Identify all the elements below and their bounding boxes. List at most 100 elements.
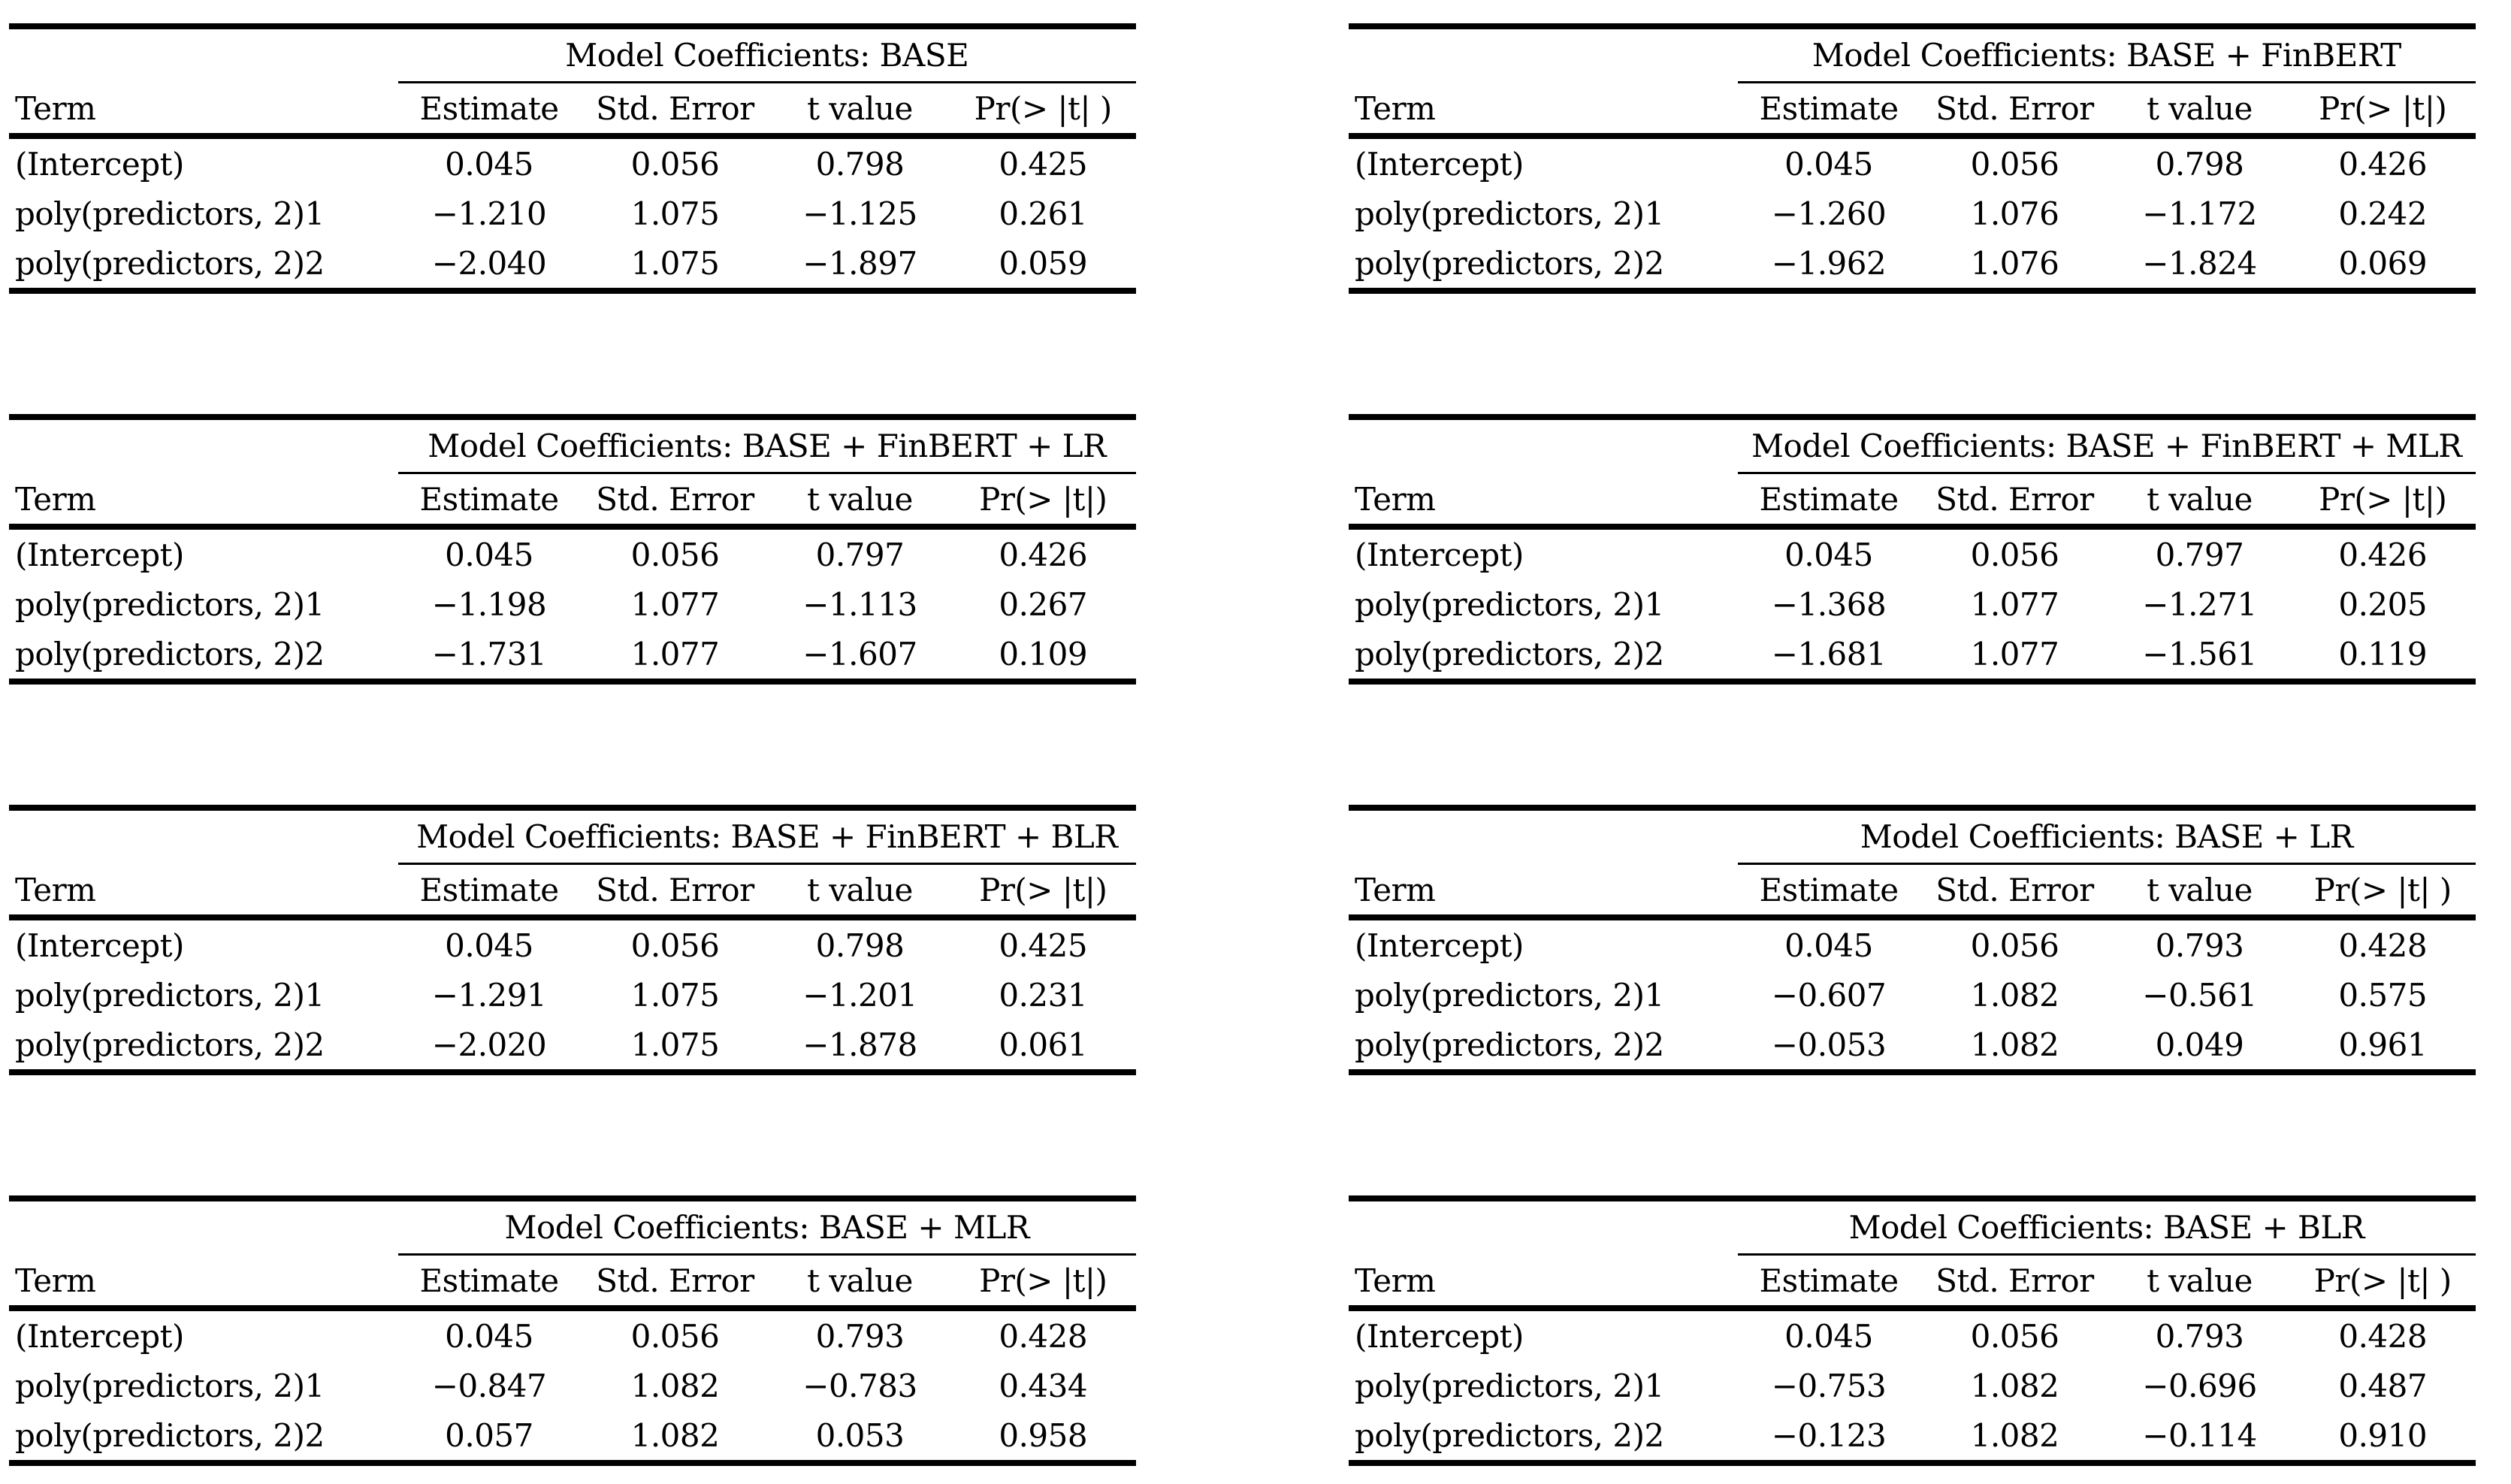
table-title-row: Model Coefficients: BASE + FinBERT + BLR: [398, 811, 1137, 863]
term-cell: poly(predictors, 2)1: [15, 195, 325, 232]
std-error-cell: 1.082: [630, 1416, 720, 1454]
column-group-rule: [1737, 81, 2476, 83]
term-cell: (Intercept): [15, 1317, 184, 1355]
term-cell: poly(predictors, 2)2: [15, 1416, 325, 1454]
col-header-std-error: Std. Error: [1935, 1262, 2094, 1299]
col-header-estimate: Estimate: [419, 480, 559, 518]
table-title-row: Model Coefficients: BASE + BLR: [1738, 1201, 2476, 1253]
term-cell: poly(predictors, 2)2: [1355, 635, 1664, 672]
col-header-t-value: t value: [2147, 871, 2253, 908]
table-bottom-rule: [9, 288, 1136, 294]
term-cell: poly(predictors, 2)1: [1355, 1367, 1664, 1404]
std-error-cell: 1.082: [1970, 1026, 2059, 1063]
table-row: poly(predictors, 2)1 −0.847 1.082 −0.783…: [9, 1361, 1136, 1410]
table-row: poly(predictors, 2)1 −0.607 1.082 −0.561…: [1349, 970, 2476, 1020]
pr-cell: 0.428: [2338, 1317, 2428, 1355]
estimate-cell: −1.198: [431, 585, 547, 623]
estimate-cell: −1.681: [1771, 635, 1887, 672]
pr-cell: 0.575: [2338, 976, 2428, 1014]
table-bottom-rule: [9, 679, 1136, 685]
t-value-cell: 0.798: [815, 926, 905, 964]
table-title-row: Model Coefficients: BASE + FinBERT + MLR: [1738, 420, 2476, 472]
table-mid-rule: [9, 133, 1136, 139]
coefficients-table: Model Coefficients: BASE + FinBERT + LR …: [9, 414, 1136, 685]
estimate-cell: 0.045: [1784, 926, 1873, 964]
pr-cell: 0.426: [2338, 145, 2428, 183]
table-title: Model Coefficients: BASE + FinBERT + LR: [428, 428, 1107, 464]
t-value-cell: −1.561: [2142, 635, 2257, 672]
pr-cell: 0.428: [999, 1317, 1088, 1355]
coefficients-table: Model Coefficients: BASE + FinBERT Term …: [1349, 23, 2476, 294]
pr-cell: 0.958: [999, 1416, 1088, 1454]
coefficients-table: Model Coefficients: BASE + BLR Term Esti…: [1349, 1195, 2476, 1466]
t-value-cell: −0.783: [802, 1367, 917, 1404]
coefficients-table: Model Coefficients: BASE + LR Term Estim…: [1349, 805, 2476, 1075]
estimate-cell: −1.731: [431, 635, 547, 672]
t-value-cell: −1.172: [2142, 195, 2257, 232]
table-header-row: Term Estimate Std. Error t value Pr(> |t…: [1349, 865, 2476, 914]
estimate-cell: −1.210: [431, 195, 547, 232]
col-header-term: Term: [15, 871, 96, 908]
col-header-pr: Pr(> |t|): [979, 1262, 1107, 1299]
table-bottom-rule: [1349, 1069, 2476, 1075]
term-cell: poly(predictors, 2)2: [1355, 1026, 1664, 1063]
std-error-cell: 1.077: [1970, 635, 2059, 672]
table-row: poly(predictors, 2)1 −0.753 1.082 −0.696…: [1349, 1361, 2476, 1410]
pr-cell: 0.487: [2338, 1367, 2428, 1404]
table-row: poly(predictors, 2)2 −1.731 1.077 −1.607…: [9, 629, 1136, 679]
term-cell: poly(predictors, 2)1: [1355, 976, 1664, 1014]
table-title-row: Model Coefficients: BASE + FinBERT: [1738, 29, 2476, 81]
table-header-row: Term Estimate Std. Error t value Pr(> |t…: [9, 1256, 1136, 1305]
table-row: (Intercept) 0.045 0.056 0.798 0.425: [9, 920, 1136, 970]
table-header-row: Term Estimate Std. Error t value Pr(> |t…: [9, 474, 1136, 524]
coefficients-table: Model Coefficients: BASE + FinBERT + MLR…: [1349, 414, 2476, 685]
table-title: Model Coefficients: BASE + FinBERT: [1811, 37, 2401, 74]
col-header-estimate: Estimate: [1759, 480, 1899, 518]
table-mid-rule: [1349, 1305, 2476, 1311]
column-group-rule: [397, 81, 1136, 83]
table-mid-rule: [9, 914, 1136, 920]
estimate-cell: −0.123: [1771, 1416, 1887, 1454]
col-header-std-error: Std. Error: [596, 480, 754, 518]
std-error-cell: 1.082: [1970, 1416, 2059, 1454]
column-group-rule: [397, 1253, 1136, 1256]
t-value-cell: 0.798: [815, 145, 905, 183]
pr-cell: 0.961: [2338, 1026, 2428, 1063]
estimate-cell: −1.260: [1771, 195, 1887, 232]
col-header-term: Term: [15, 89, 96, 127]
table-row: (Intercept) 0.045 0.056 0.793 0.428: [1349, 920, 2476, 970]
table-row: poly(predictors, 2)2 −2.020 1.075 −1.878…: [9, 1020, 1136, 1069]
table-row: (Intercept) 0.045 0.056 0.798 0.426: [1349, 139, 2476, 189]
col-header-std-error: Std. Error: [596, 89, 754, 127]
coefficients-table: Model Coefficients: BASE + MLR Term Esti…: [9, 1195, 1136, 1466]
col-header-estimate: Estimate: [419, 1262, 559, 1299]
std-error-cell: 0.056: [630, 926, 720, 964]
pr-cell: 0.434: [999, 1367, 1088, 1404]
table-title: Model Coefficients: BASE + BLR: [1848, 1209, 2365, 1246]
t-value-cell: 0.049: [2155, 1026, 2244, 1063]
t-value-cell: 0.793: [2155, 1317, 2244, 1355]
col-header-t-value: t value: [807, 871, 913, 908]
table-row: poly(predictors, 2)1 −1.260 1.076 −1.172…: [1349, 189, 2476, 238]
std-error-cell: 1.076: [1970, 195, 2059, 232]
col-header-pr: Pr(> |t|): [979, 480, 1107, 518]
pr-cell: 0.231: [999, 976, 1088, 1014]
estimate-cell: 0.045: [445, 145, 533, 183]
estimate-cell: −0.053: [1771, 1026, 1887, 1063]
std-error-cell: 1.077: [630, 585, 720, 623]
pr-cell: 0.119: [2338, 635, 2428, 672]
pr-cell: 0.069: [2338, 244, 2428, 282]
std-error-cell: 1.077: [1970, 585, 2059, 623]
col-header-std-error: Std. Error: [596, 871, 754, 908]
table-bottom-rule: [9, 1460, 1136, 1466]
col-header-t-value: t value: [2147, 480, 2253, 518]
term-cell: poly(predictors, 2)2: [1355, 1416, 1664, 1454]
col-header-estimate: Estimate: [1759, 89, 1899, 127]
std-error-cell: 0.056: [1970, 926, 2059, 964]
table-row: poly(predictors, 2)2 −0.053 1.082 0.049 …: [1349, 1020, 2476, 1069]
std-error-cell: 1.075: [630, 1026, 720, 1063]
estimate-cell: −0.847: [431, 1367, 547, 1404]
table-top-rule: [9, 1195, 1136, 1201]
std-error-cell: 1.075: [630, 244, 720, 282]
